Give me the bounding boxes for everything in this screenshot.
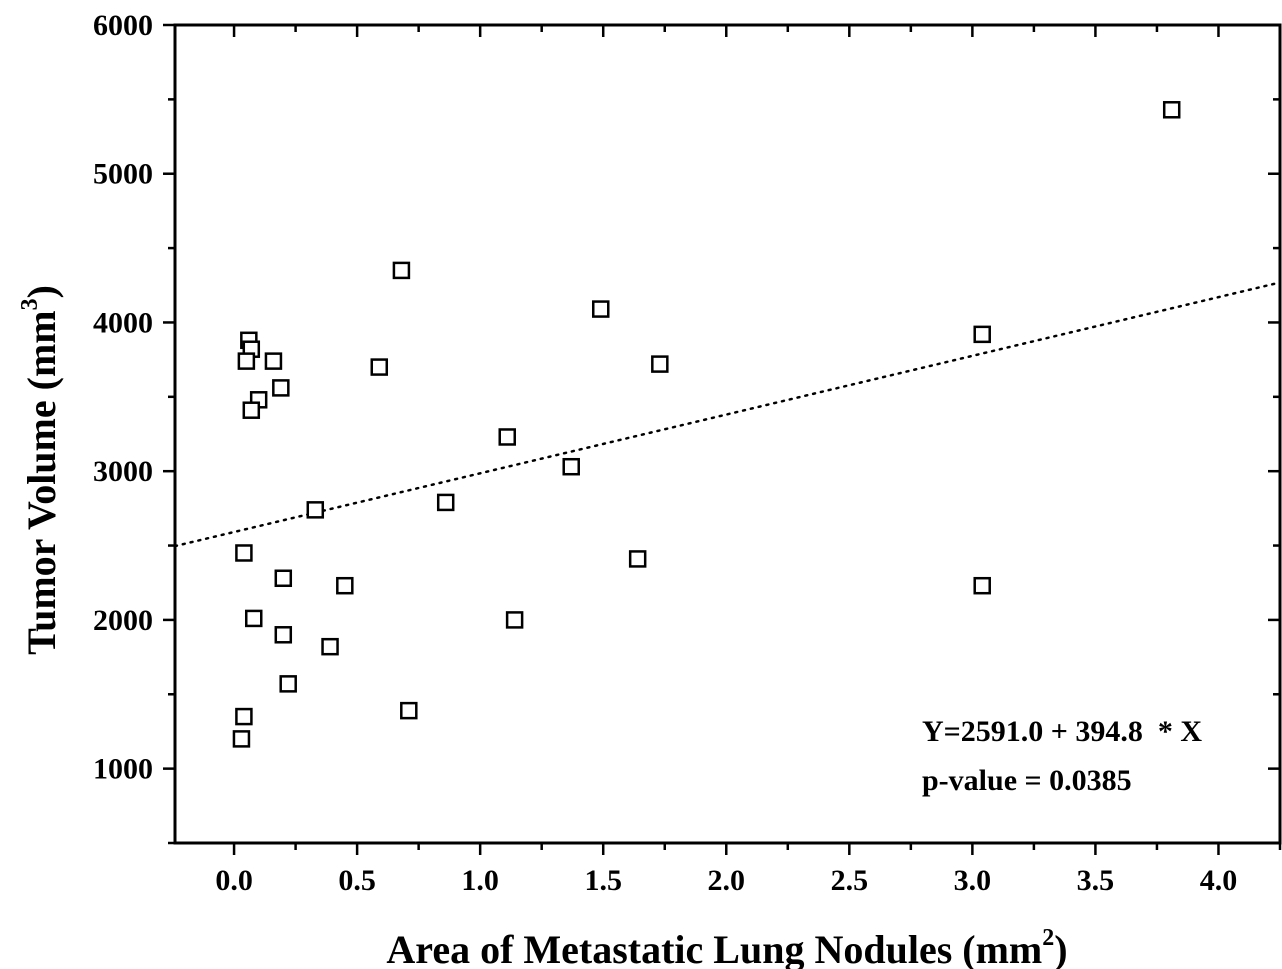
- data-point: [370, 358, 389, 376]
- x-tick-label: 3.5: [1077, 864, 1115, 897]
- data-point: [232, 730, 251, 748]
- data-point: [274, 569, 293, 588]
- data-point: [562, 457, 580, 476]
- data-point: [279, 675, 297, 693]
- data-point: [498, 428, 516, 446]
- data-point: [242, 401, 261, 419]
- data-point: [436, 493, 455, 512]
- data-point: [321, 637, 339, 656]
- data-point: [235, 707, 253, 726]
- data-points: [232, 101, 1181, 748]
- tick-labels: 0.0 0.5 1.0 1.5 2.0 2.5 3.0 3.5 4.0 1000 2000 3000 4…: [93, 9, 1237, 897]
- x-tick-label: 1.5: [584, 864, 622, 897]
- axis-ticks: [163, 23, 1282, 855]
- data-point: [400, 701, 418, 720]
- x-axis-title: Area of Metastatic Lung Nodules (mm2): [386, 925, 1067, 969]
- y-tick-label: 3000: [93, 455, 153, 488]
- regression-equation: Y=2591.0 + 394.8 * X: [922, 715, 1202, 748]
- x-tick-label: 0.0: [215, 864, 253, 897]
- x-tick-label: 2.0: [708, 864, 746, 897]
- data-point: [392, 261, 411, 280]
- trend-line: [173, 281, 1282, 548]
- y-tick-label: 5000: [93, 158, 153, 191]
- y-tick-label: 2000: [93, 604, 153, 637]
- data-point: [505, 611, 524, 629]
- x-tick-label: 3.0: [954, 864, 992, 897]
- data-point: [1162, 101, 1181, 119]
- data-point: [235, 544, 253, 562]
- y-tick-label: 1000: [93, 753, 153, 786]
- data-point: [274, 626, 293, 644]
- data-point: [272, 379, 290, 397]
- y-tick-label: 6000: [93, 9, 153, 42]
- x-tick-label: 2.5: [831, 864, 869, 897]
- x-tick-label: 4.0: [1200, 864, 1238, 897]
- data-point: [306, 501, 325, 519]
- x-tick-label: 1.0: [461, 864, 499, 897]
- data-point: [628, 550, 647, 568]
- data-point: [237, 352, 256, 370]
- data-point: [592, 300, 610, 318]
- data-point: [651, 355, 669, 373]
- data-point: [973, 325, 991, 344]
- data-point: [245, 609, 263, 628]
- p-value-label: p-value = 0.0385: [922, 764, 1132, 797]
- x-tick-label: 0.5: [338, 864, 376, 897]
- data-point: [336, 576, 354, 595]
- data-point: [264, 352, 283, 370]
- data-point: [973, 576, 991, 595]
- y-tick-label: 4000: [93, 306, 153, 339]
- y-axis-title: Tumor Volume (mm3): [17, 285, 64, 655]
